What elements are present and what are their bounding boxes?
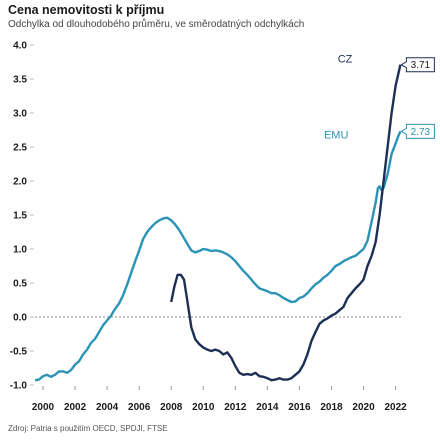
x-tick-label: 2022 (384, 402, 407, 413)
y-tick-label: 2.5 (13, 143, 27, 154)
end-value-label-emu: 2.73 (411, 127, 431, 138)
y-tick-label: 1.5 (13, 211, 27, 222)
end-value-box-cz (400, 57, 435, 73)
x-tick-label: 2020 (352, 402, 375, 413)
chart-source: Zdroj: Patria s použitím OECD, SPDJI, FT… (8, 424, 168, 433)
y-tick-label: -0.5 (10, 347, 28, 358)
chart-title: Cena nemovitosti k příjmu (8, 3, 165, 17)
series-lines (34, 64, 402, 382)
y-tick-label: 3.5 (13, 75, 27, 86)
x-tick-label: 2000 (32, 402, 55, 413)
y-tick-label: 3.0 (13, 109, 27, 120)
end-value-label-cz: 3.71 (411, 60, 431, 71)
series-name-cz: CZ (338, 54, 353, 66)
x-tick-label: 2018 (320, 402, 343, 413)
y-tick-label: 4.0 (13, 41, 27, 52)
axes: -1.0 -0.5 0.0 0.5 1.0 1.5 2.0 2.5 3.0 3.5 4.0 2000 2… (10, 41, 407, 414)
x-tick-label: 2016 (288, 402, 311, 413)
y-tick-label: 2.0 (13, 177, 27, 188)
x-tick-label: 2008 (160, 402, 183, 413)
series-name-emu: EMU (324, 129, 349, 141)
y-tick-label: 0.5 (13, 279, 27, 290)
y-tick-label: -1.0 (10, 381, 28, 392)
y-tick-label: 0.0 (13, 313, 27, 324)
series-line-emu (34, 130, 402, 382)
chart-subtitle: Odchylka od dlouhodobého průměru, ve smě… (8, 19, 305, 30)
x-tick-label: 2014 (256, 402, 279, 413)
x-tick-label: 2002 (64, 402, 87, 413)
y-tick-label: 1.0 (13, 245, 27, 256)
end-value-box-emu (400, 123, 435, 139)
x-tick-label: 2006 (128, 402, 151, 413)
x-tick-label: 2010 (192, 402, 215, 413)
series-line-cz (170, 64, 402, 382)
series-labels: EMU 2.73 CZ 3.71 (324, 54, 435, 141)
x-tick-label: 2012 (224, 402, 247, 413)
x-tick-label: 2004 (96, 402, 119, 413)
